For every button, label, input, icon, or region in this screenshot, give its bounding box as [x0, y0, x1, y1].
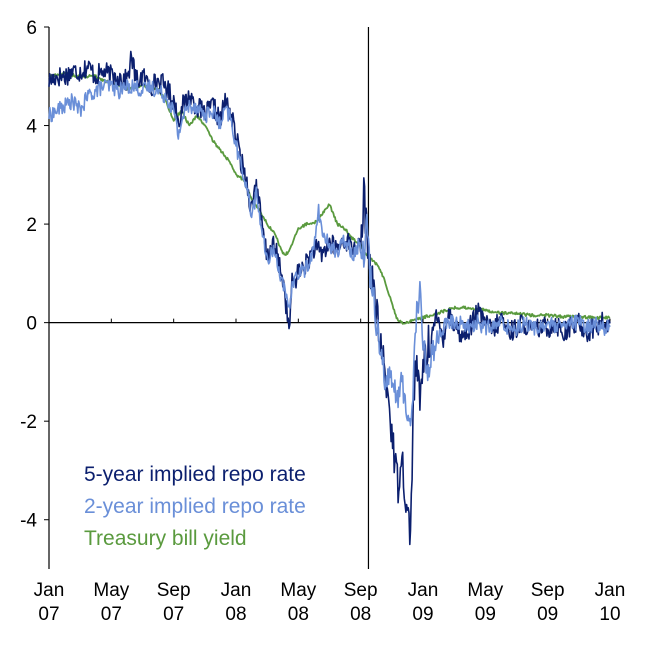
- series-line-2-year-implied-repo-rate: [48, 78, 611, 427]
- axes-layer: [44, 26, 611, 569]
- x-tick-label-month: Jan: [34, 580, 65, 601]
- x-tick-label-month: May: [467, 580, 503, 601]
- x-tick-label-year: 08: [350, 604, 371, 625]
- x-tick-label-month: Sep: [344, 580, 378, 601]
- x-tick-label-year: 07: [101, 604, 122, 625]
- x-tick-label-month: Jan: [595, 580, 626, 601]
- x-tick-label-year: 10: [599, 604, 620, 625]
- y-tick-label: 6: [26, 18, 37, 39]
- tick-labels-layer: -4 -2 0 2 4 6 Jan 07 May 07 Sep 07 Jan 08 May 08 Sep 08 Ja…: [20, 18, 625, 625]
- x-tick-label-month: Jan: [221, 580, 252, 601]
- series-line-treasury-bill-yield: [48, 71, 611, 325]
- legend-entry-treasury-bill-yield: Treasury bill yield: [84, 527, 247, 550]
- x-tick-label-year: 09: [412, 604, 433, 625]
- y-tick-label: 0: [26, 314, 37, 335]
- legend: 5-year implied repo rate 2-year implied …: [84, 463, 306, 550]
- legend-entry-5-year-implied-repo-rate: 5-year implied repo rate: [84, 463, 306, 486]
- legend-entry-2-year-implied-repo-rate: 2-year implied repo rate: [84, 495, 306, 518]
- y-tick-label: 2: [26, 215, 37, 236]
- y-tick-label: 4: [26, 117, 37, 138]
- y-tick-label: -2: [20, 412, 37, 433]
- y-tick-label: -4: [20, 511, 37, 532]
- x-tick-label-year: 08: [288, 604, 309, 625]
- series-line-5-year-implied-repo-rate: [48, 50, 611, 546]
- series-layer: [48, 50, 611, 546]
- x-tick-label-year: 09: [475, 604, 496, 625]
- x-tick-label-year: 08: [225, 604, 246, 625]
- x-tick-label-month: Sep: [157, 580, 191, 601]
- x-tick-label-month: Jan: [408, 580, 439, 601]
- x-tick-label-year: 07: [163, 604, 184, 625]
- x-tick-label-month: May: [93, 580, 129, 601]
- x-tick-label-month: May: [280, 580, 316, 601]
- x-tick-label-year: 09: [537, 604, 558, 625]
- x-tick-label-year: 07: [38, 604, 59, 625]
- x-tick-label-month: Sep: [531, 580, 565, 601]
